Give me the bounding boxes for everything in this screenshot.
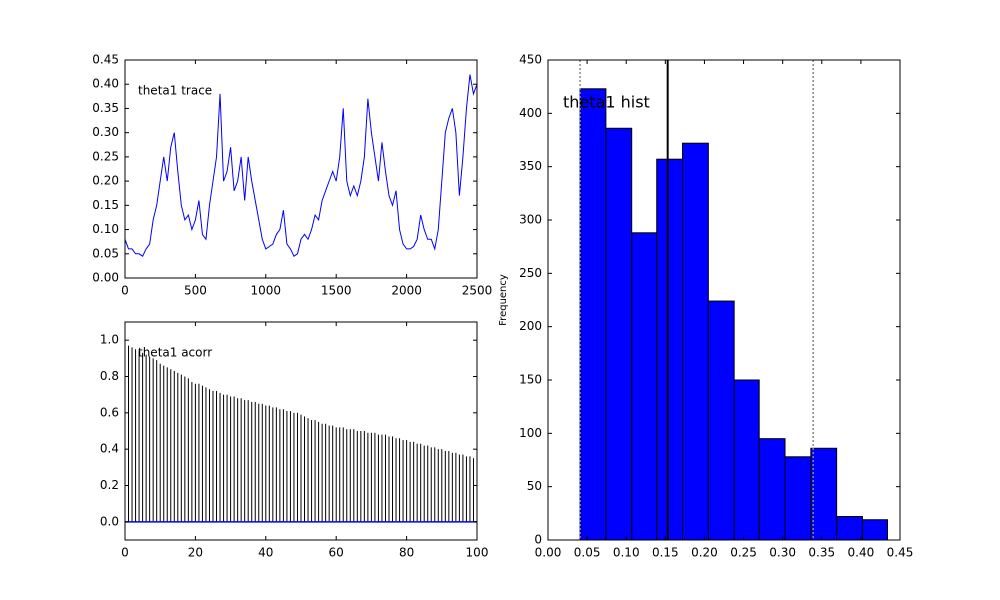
y-tick-label: 200 [519, 319, 542, 333]
x-tick-label: 2000 [391, 284, 422, 298]
axes-frame [124, 321, 478, 541]
x-tick-label: 0.10 [613, 546, 640, 560]
hist-bar [631, 232, 658, 540]
y-tick-label: 0.4 [100, 442, 119, 456]
hist-bar [836, 516, 863, 540]
hist-bar [758, 438, 786, 540]
hist-bar [579, 88, 607, 540]
axes-frame [124, 59, 478, 279]
y-tick-label: 0.25 [92, 149, 119, 163]
x-tick-label: 0.30 [769, 546, 796, 560]
y-tick-label: 150 [519, 373, 542, 387]
x-tick-label: 20 [188, 546, 203, 560]
y-tick-label: 0.05 [92, 246, 119, 260]
x-tick-label: 0.40 [848, 546, 875, 560]
y-tick-label: 0.20 [92, 174, 119, 188]
y-tick-label: 300 [519, 213, 542, 227]
x-tick-label: 60 [329, 546, 344, 560]
x-tick-label: 100 [466, 546, 489, 560]
plot-area [125, 74, 477, 257]
y-tick-label: 0.8 [100, 369, 119, 383]
x-tick-label: 0 [121, 284, 129, 298]
y-tick-label: 0.30 [92, 125, 119, 139]
x-tick-label: 1000 [251, 284, 282, 298]
y-tick-label: 0.10 [92, 222, 119, 236]
plot-area [125, 340, 477, 523]
hist-bar [707, 300, 735, 540]
x-tick-label: 0.20 [691, 546, 718, 560]
y-tick-label: 0.6 [100, 405, 119, 419]
y-tick-label: 350 [519, 159, 542, 173]
hist-bar [682, 142, 709, 540]
x-tick-label: 40 [258, 546, 273, 560]
x-tick-label: 0 [121, 546, 129, 560]
y-tick-label: 400 [519, 106, 542, 120]
annotation: theta1 hist [563, 93, 650, 112]
trace-line [125, 74, 477, 257]
y-tick-label: 450 [519, 53, 542, 67]
hist-bar [733, 379, 760, 540]
y-tick-label: 0.40 [92, 77, 119, 91]
x-tick-label: 500 [184, 284, 207, 298]
annotation: theta1 trace [138, 84, 212, 98]
annotation: theta1 acorr [138, 346, 212, 360]
x-tick-label: 0.45 [887, 546, 914, 560]
x-tick-label: 0.25 [730, 546, 757, 560]
y-tick-label: 0.00 [92, 271, 119, 285]
y-axis-label: Frequency [498, 274, 509, 326]
x-tick-label: 0.35 [808, 546, 835, 560]
y-tick-label: 0.15 [92, 198, 119, 212]
y-tick-label: 100 [519, 426, 542, 440]
x-tick-label: 80 [399, 546, 414, 560]
x-tick-label: 2500 [462, 284, 493, 298]
y-tick-label: 0.0 [100, 514, 119, 528]
y-tick-label: 0.45 [92, 53, 119, 67]
hist-bar [784, 456, 812, 540]
x-tick-label: 0.15 [652, 546, 679, 560]
hist-bar [605, 127, 633, 540]
x-tick-label: 1500 [321, 284, 352, 298]
axes-frame [547, 59, 901, 541]
y-tick-label: 1.0 [100, 333, 119, 347]
hist-bar [810, 447, 838, 540]
y-tick-label: 250 [519, 266, 542, 280]
x-tick-label: 0.05 [574, 546, 601, 560]
y-tick-label: 0.35 [92, 101, 119, 115]
hist-bar [861, 519, 888, 540]
plot-area [579, 60, 888, 540]
y-tick-label: 50 [527, 479, 542, 493]
hist-bar [656, 158, 684, 540]
y-tick-label: 0 [534, 533, 542, 547]
y-tick-label: 0.2 [100, 478, 119, 492]
x-tick-label: 0.00 [535, 546, 562, 560]
